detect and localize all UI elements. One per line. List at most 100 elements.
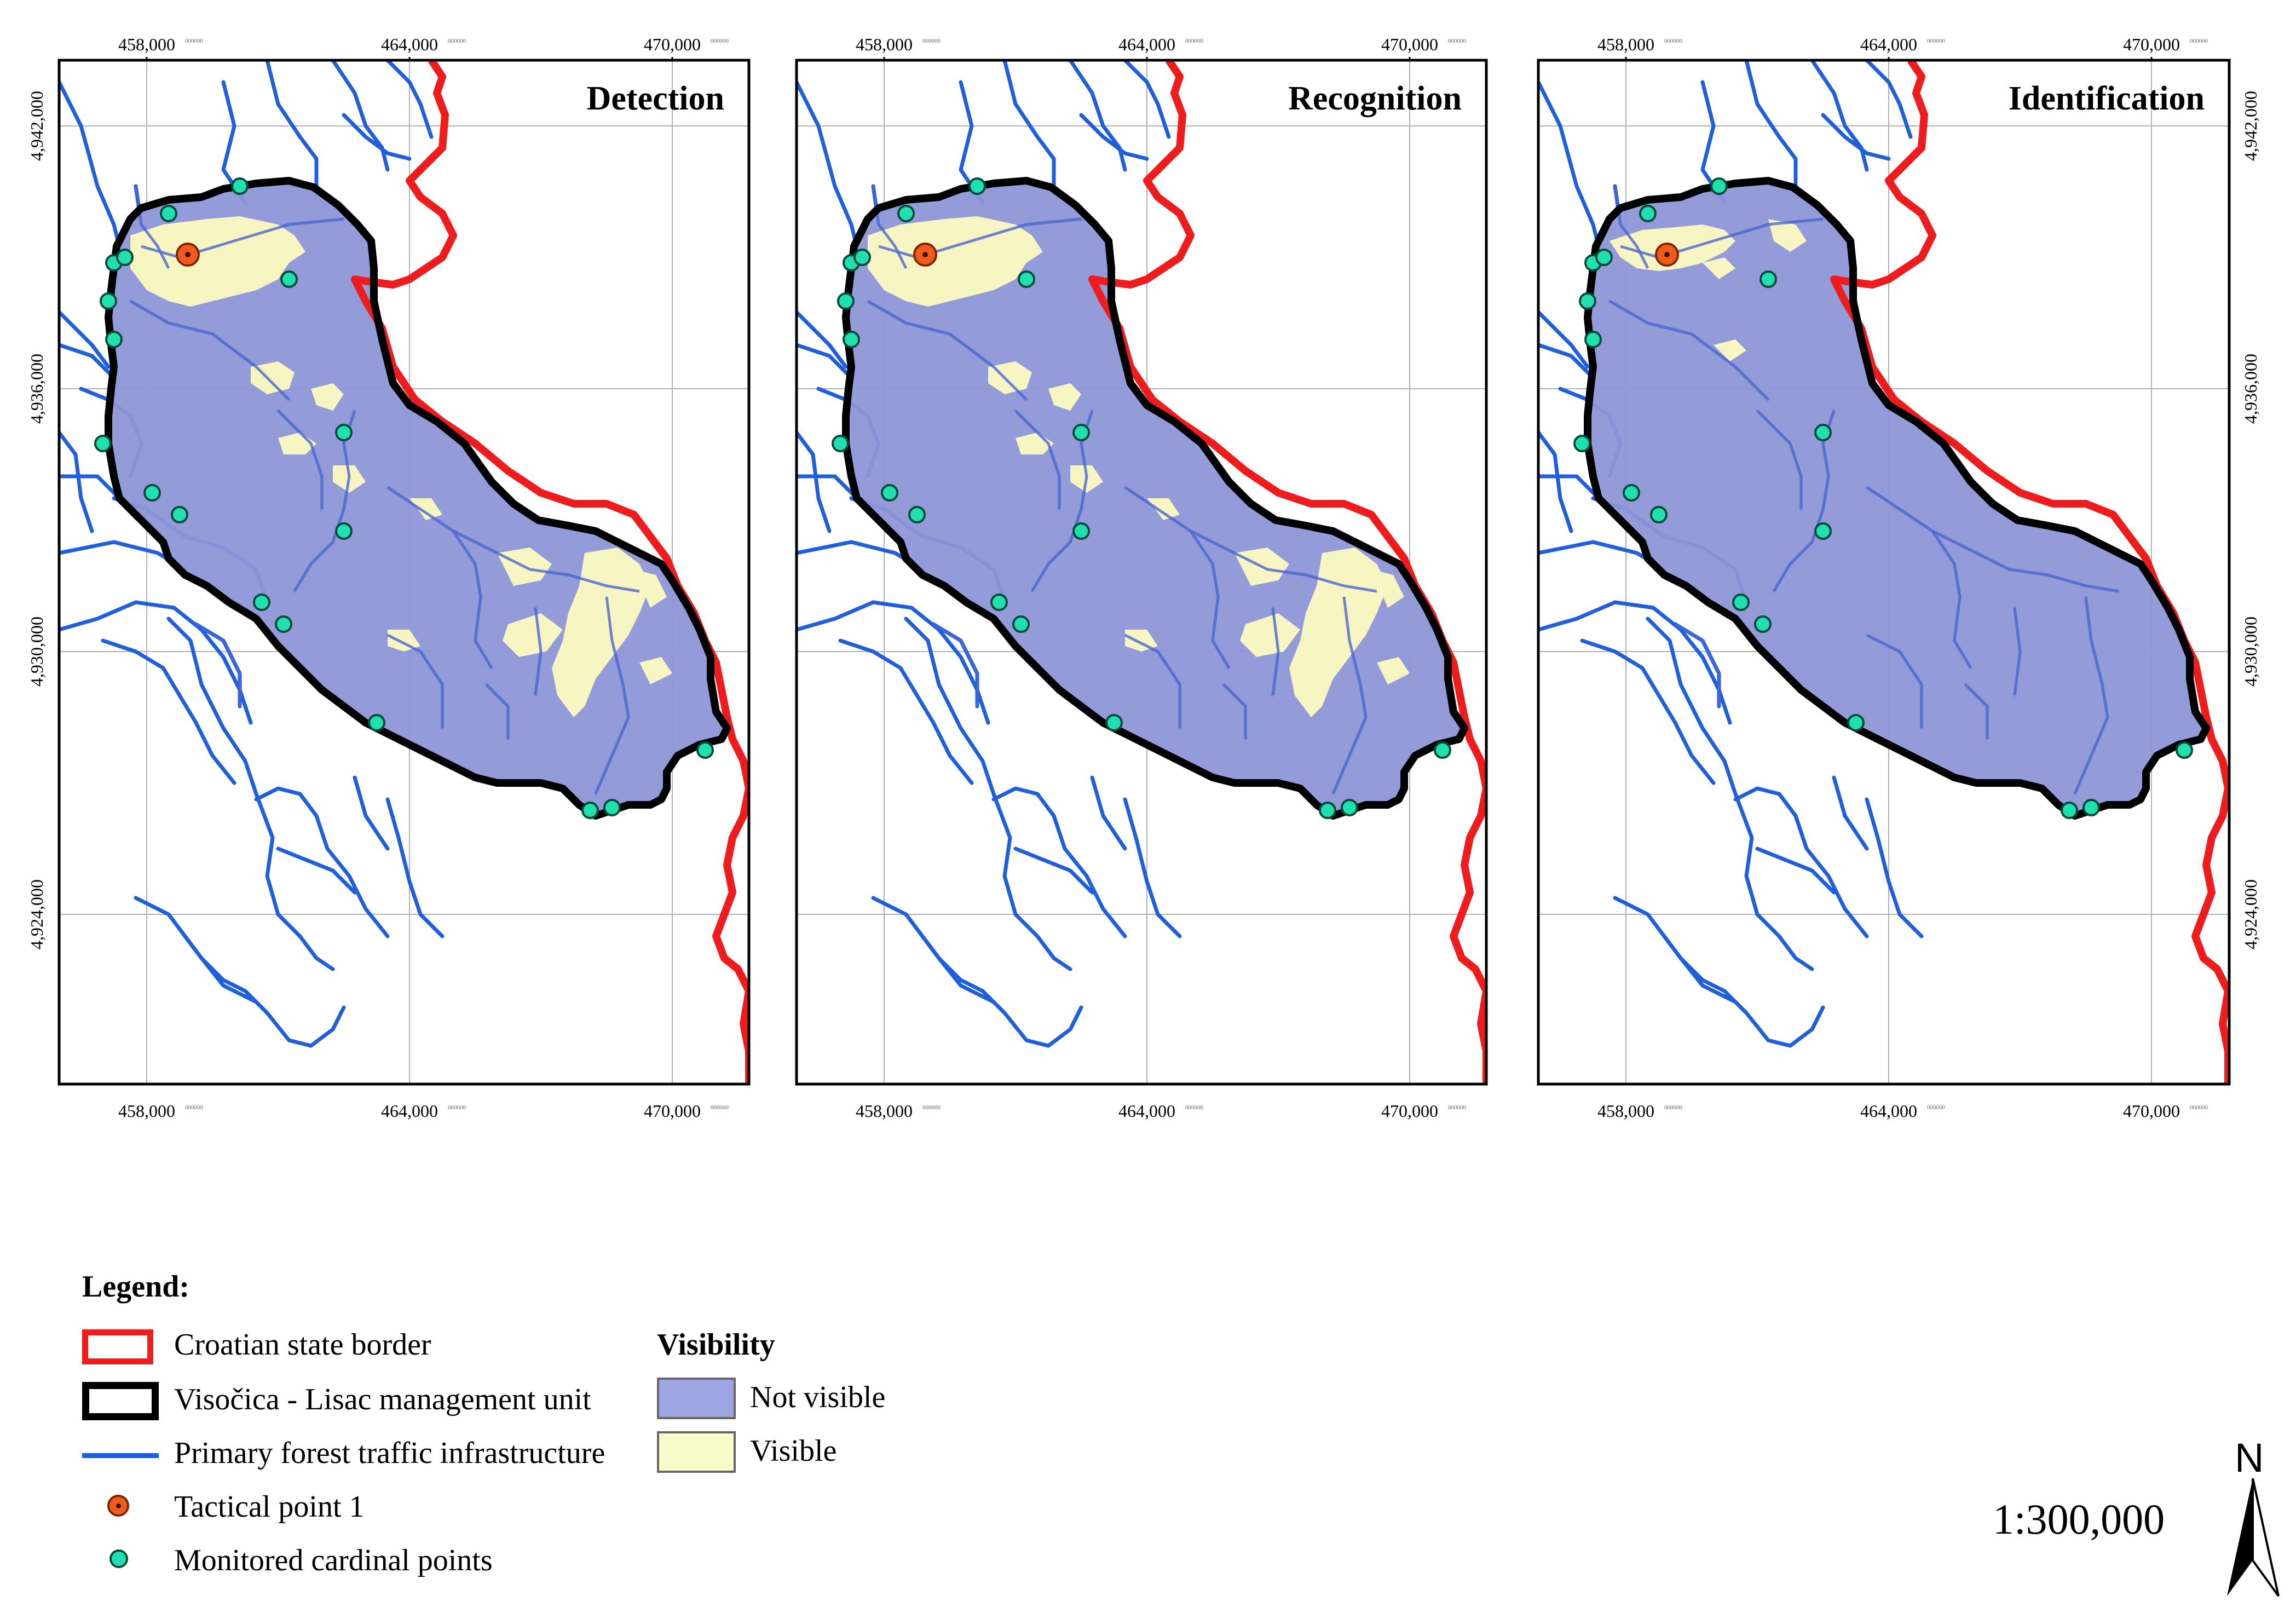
inner-road-11 — [872, 186, 908, 269]
road-10 — [1013, 846, 1094, 895]
y-tick-label: 4,924,000 — [27, 879, 47, 949]
cardinal-point-6 — [143, 484, 161, 502]
management-unit-outline — [1584, 177, 2210, 820]
road-6 — [797, 600, 990, 725]
x-tick-suffix: 000000 — [922, 1104, 941, 1111]
visible-area-1 — [988, 361, 1032, 394]
x-tick-suffix: 000000 — [185, 1104, 204, 1111]
cardinal-point-7 — [1650, 506, 1668, 523]
road-14 — [1090, 775, 1127, 851]
cardinal-point-10 — [335, 522, 353, 540]
inner-road-10 — [1222, 683, 1247, 739]
cardinal-point-16 — [603, 799, 621, 816]
visible-area-5 — [409, 498, 442, 520]
x-tick-suffix: 000000 — [1664, 1104, 1683, 1111]
road-12 — [1662, 934, 1738, 1004]
cardinal-point-7 — [908, 506, 926, 523]
road-9 — [1733, 786, 1869, 938]
road-11 — [871, 896, 1083, 1048]
unit-legend-swatch — [82, 1382, 159, 1420]
inner-road-4 — [1931, 529, 2119, 593]
road-19 — [1079, 113, 1149, 161]
x-tick-label-top: 458,000 — [118, 34, 175, 54]
road-14 — [1832, 775, 1869, 851]
x-tick-label-bottom: 458,000 — [118, 1101, 175, 1121]
panel-title: Detection — [587, 80, 724, 117]
cardinal-point-10 — [1814, 522, 1832, 540]
x-tick-label-bottom: 470,000 — [1381, 1101, 1438, 1121]
inner-road-2 — [1772, 410, 1836, 592]
visible-area-7 — [503, 613, 563, 657]
inner-road-3 — [386, 486, 493, 669]
map-content — [797, 60, 1486, 1084]
inner-road-10 — [485, 683, 510, 739]
x-tick-suffix: 000000 — [2190, 1104, 2208, 1111]
x-tick-suffix: 000000 — [922, 38, 941, 44]
map-panel-1: Detection 458,000 000000 458,000 000000 464,0… — [27, 34, 751, 1121]
road-11 — [1613, 896, 1825, 1048]
x-tick-label-top: 470,000 — [1381, 34, 1438, 54]
x-tick-suffix: 000000 — [2190, 38, 2208, 44]
y-tick-label: 4,936,000 — [2241, 354, 2260, 424]
inner-road-8 — [386, 633, 444, 728]
cardinal-point-17 — [116, 249, 134, 266]
not-visible-area — [1588, 181, 2206, 816]
inner-road-7 — [1756, 410, 1803, 509]
road-6 — [59, 600, 253, 725]
y-tick-label: 4,942,000 — [27, 91, 47, 161]
road-16 — [1002, 60, 1056, 188]
road-33 — [1538, 430, 1573, 533]
road-0 — [797, 80, 859, 249]
inner-road-0 — [1620, 217, 1824, 259]
cardinal-point-16 — [2082, 799, 2100, 816]
inner-road-5 — [1271, 607, 1280, 696]
visible-area-0 — [868, 216, 1043, 307]
x-tick-label-bottom: 458,000 — [1597, 1101, 1654, 1121]
cardinal-point-13 — [368, 714, 385, 731]
x-tick-suffix: 000000 — [711, 1104, 729, 1111]
visible-area-9 — [634, 569, 667, 608]
y-tick-label: 4,930,000 — [2241, 617, 2260, 687]
cardinal-point-13 — [1847, 714, 1865, 731]
inner-road-4 — [1190, 529, 1377, 593]
cardinal-point-5 — [832, 435, 849, 452]
road-16 — [265, 60, 319, 188]
road-33 — [797, 430, 832, 533]
cardinal-point-1 — [231, 177, 249, 195]
north-label: N — [2235, 1435, 2264, 1480]
visible-area-2 — [1048, 383, 1081, 411]
x-tick-suffix: 000000 — [1185, 38, 1204, 44]
x-tick-label-bottom: 464,000 — [1860, 1101, 1917, 1121]
road-8 — [166, 617, 335, 971]
visible-area-2 — [311, 383, 344, 411]
inner-road-0 — [141, 217, 344, 259]
cardinal-point-4 — [105, 331, 123, 348]
not-visible-swatch — [657, 1378, 736, 1419]
cardinal-point-9 — [1760, 270, 1777, 288]
x-tick-label-bottom: 464,000 — [1118, 1101, 1175, 1121]
y-tick-label: 4,930,000 — [27, 617, 47, 687]
cardinal-point-15 — [581, 802, 599, 819]
road-13 — [1123, 797, 1182, 938]
inner-road-9 — [932, 623, 979, 706]
road-10 — [276, 846, 357, 895]
road-12 — [920, 934, 996, 1004]
road-8 — [904, 617, 1072, 971]
cardinal-point-11 — [253, 594, 270, 611]
inner-road-9 — [195, 623, 241, 706]
cardinal-point-14 — [1434, 741, 1451, 759]
cardinal-point-12 — [1754, 615, 1772, 633]
cardinal-point-17 — [853, 249, 871, 266]
visible-area-3 — [1768, 219, 1807, 252]
inner-road-3 — [1124, 486, 1231, 669]
visible-area-2 — [1714, 339, 1746, 361]
road-7 — [1580, 638, 1716, 785]
border-legend-label: Croatian state border — [174, 1328, 431, 1362]
road-17 — [1810, 60, 1869, 172]
x-tick-suffix: 000000 — [1664, 38, 1683, 44]
x-tick-suffix: 000000 — [1927, 1104, 1946, 1111]
cardinal-point-5 — [1573, 435, 1591, 452]
cardinal-point-8 — [1814, 424, 1832, 441]
x-tick-label-top: 470,000 — [644, 34, 701, 54]
road-8 — [1646, 617, 1814, 971]
